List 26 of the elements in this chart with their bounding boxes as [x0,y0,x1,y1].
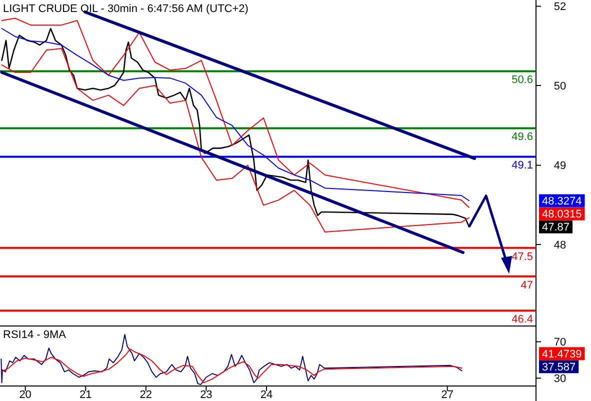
y-tick-label: 52 [554,1,566,14]
chart-title: RSI14 - 9MA [3,329,67,341]
chart-title: LIGHT CRUDE OIL - 30min - 6:47:56 AM (UTC+2) [3,3,248,15]
ref-line-label: 49.1 [512,160,533,172]
line-series [0,348,462,384]
x-tick-label: 21 [79,389,92,401]
y-tick-label: 70 [554,336,566,349]
text: 48.0315 [542,208,582,221]
ref-line-label: 47 [520,279,533,292]
ref-line-label: 49.6 [512,131,533,144]
x-tick-label: 20 [19,389,32,401]
ref-line-label: 50.6 [512,74,533,86]
y-tick-label: 50 [554,80,566,92]
text: 41.4739 [542,348,582,361]
text: 37.587 [542,362,576,374]
y-tick-label: 48 [554,239,566,252]
ref-line-label: 47.5 [512,250,533,263]
ref-line-label: 46.4 [512,314,533,326]
text: 47.87 [542,222,570,234]
x-tick-label: 22 [140,389,152,401]
x-tick-label: 23 [200,389,212,401]
y-tick-label: 49 [554,160,566,172]
x-tick-label: 27 [441,389,454,401]
y-tick-label: 30 [554,373,566,386]
x-tick-label: 24 [260,389,273,401]
text: 48.3274 [542,196,582,208]
